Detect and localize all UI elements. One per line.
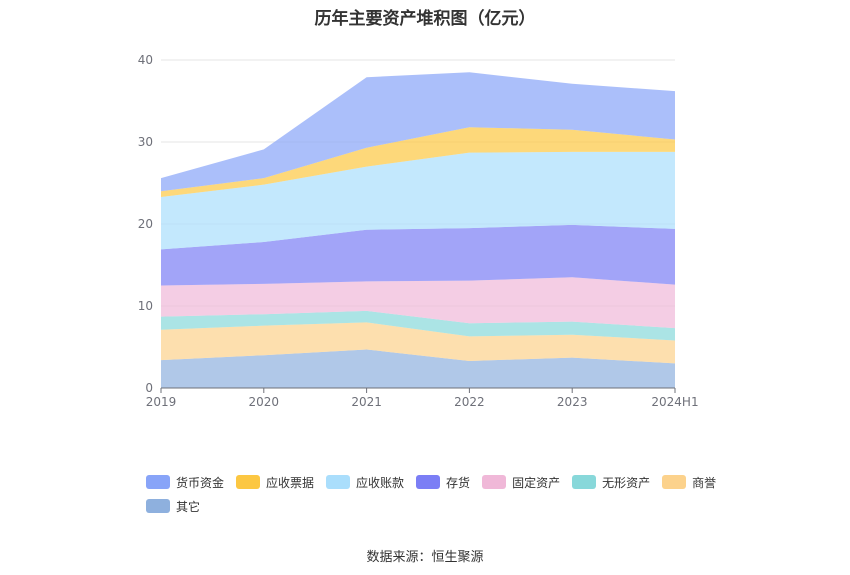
y-tick-label: 20 <box>138 217 153 231</box>
legend-swatch <box>236 475 261 489</box>
legend-label: 商誉 <box>692 475 717 490</box>
legend-item[interactable]: 应收账款 <box>326 473 404 491</box>
area-固定资产 <box>161 277 675 329</box>
y-tick-label: 30 <box>138 135 153 149</box>
area-无形资产 <box>161 310 675 341</box>
chart-title: 历年主要资产堆积图（亿元） <box>314 9 536 29</box>
legend-swatch <box>146 499 170 513</box>
legend-label: 固定资产 <box>512 475 561 490</box>
legend-item[interactable]: 货币资金 <box>146 473 224 491</box>
area-应收票据 <box>161 127 675 197</box>
legend-label: 存货 <box>446 475 471 490</box>
x-tick-label: 2024H1 <box>651 395 698 409</box>
legend-swatch <box>482 475 507 489</box>
y-tick-label: 40 <box>138 53 153 67</box>
legend-label: 应收账款 <box>356 475 405 490</box>
x-tick-label: 2020 <box>249 395 280 409</box>
legend-item[interactable]: 商誉 <box>662 473 716 491</box>
x-tick-label: 2019 <box>146 395 177 409</box>
legend-label: 其它 <box>176 499 201 514</box>
x-tick-label: 2022 <box>454 395 485 409</box>
legend-item[interactable]: 其它 <box>146 497 200 515</box>
legend-label: 应收票据 <box>266 475 315 490</box>
area-货币资金 <box>161 72 675 192</box>
data-source: 数据来源：恒生聚源 <box>366 550 484 565</box>
legend-swatch <box>662 475 687 489</box>
area-其它 <box>161 349 675 388</box>
legend-swatch <box>146 475 170 489</box>
legend-label: 货币资金 <box>176 475 225 490</box>
area-存货 <box>161 224 675 286</box>
area-应收账款 <box>161 151 675 250</box>
legend-item[interactable]: 应收票据 <box>236 473 314 491</box>
x-tick-label: 2023 <box>557 395 588 409</box>
legend-swatch <box>416 475 441 489</box>
legend-swatch <box>572 475 597 489</box>
y-tick-label: 0 <box>145 381 153 395</box>
legend-label: 无形资产 <box>602 475 651 490</box>
y-tick-label: 10 <box>138 299 153 313</box>
chart-legend: 货币资金 应收票据 应收账款 存货 固定资产 无形资产 商誉其它 <box>146 473 746 515</box>
legend-item[interactable]: 无形资产 <box>572 473 650 491</box>
legend-item[interactable]: 固定资产 <box>482 473 560 491</box>
x-tick-label: 2021 <box>351 395 382 409</box>
area-商誉 <box>161 322 675 364</box>
legend-item[interactable]: 存货 <box>416 473 470 491</box>
legend-swatch <box>326 475 351 489</box>
